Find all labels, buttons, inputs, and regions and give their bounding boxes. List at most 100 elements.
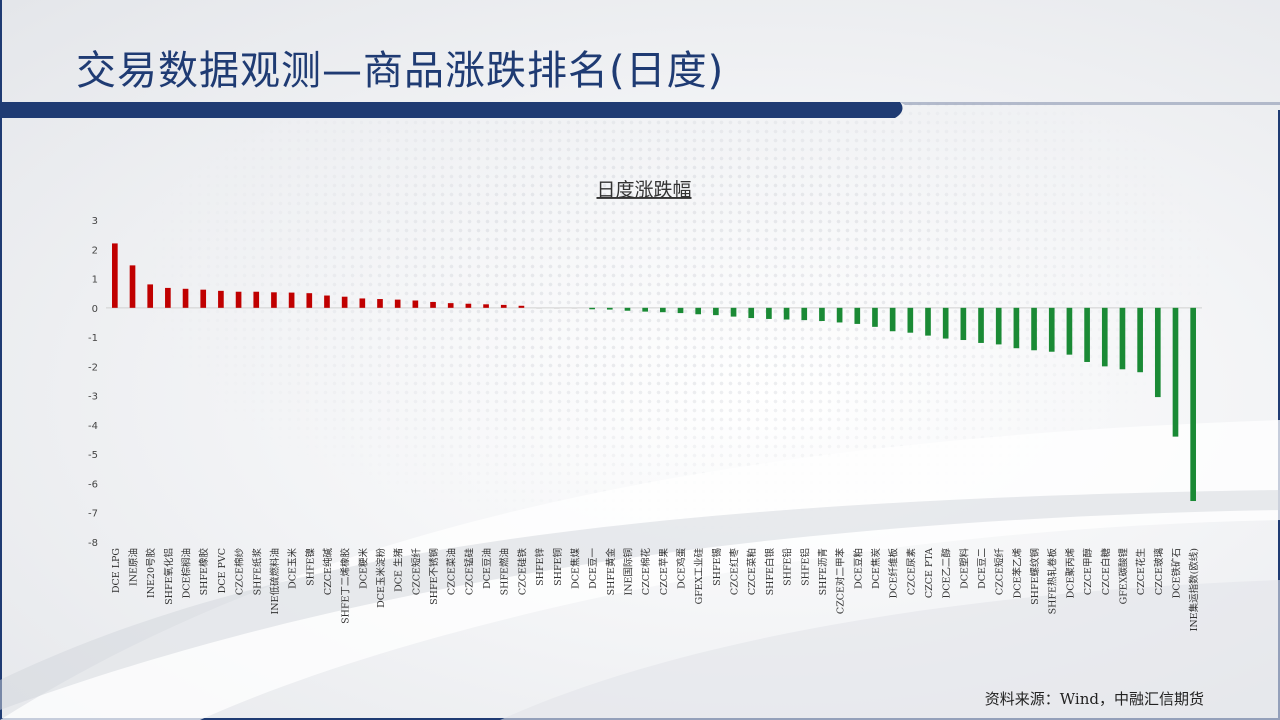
x-tick-label: SHFE锌 bbox=[534, 548, 546, 586]
x-tick-label: SHFE不锈钢 bbox=[428, 548, 440, 605]
bar bbox=[112, 243, 118, 308]
bar bbox=[447, 303, 454, 308]
source-note: 资料来源：Wind，中融汇信期货 bbox=[984, 690, 1204, 708]
bar bbox=[1137, 307, 1143, 373]
x-tick-label: INE原油 bbox=[128, 548, 140, 586]
y-tick-label: -1 bbox=[88, 333, 98, 344]
slide-frame-left bbox=[0, 0, 2, 720]
x-tick-label: CZCE花生 bbox=[1135, 548, 1147, 596]
x-tick-label: SHFE橡胶 bbox=[198, 548, 210, 596]
x-tick-label: DCE纤维板 bbox=[888, 548, 900, 599]
page-title: 交易数据观测—商品涨跌排名(日度) bbox=[76, 48, 725, 94]
x-tick-label: DCE 生猪 bbox=[393, 548, 405, 592]
y-axis: 3 2 1 0 -1 -2 -3 -4 -5 -6 -7 -8 bbox=[88, 216, 1202, 549]
bar bbox=[695, 307, 702, 315]
bar bbox=[819, 307, 825, 321]
y-tick-label: -5 bbox=[88, 450, 98, 461]
x-tick-label: DCE铁矿石 bbox=[1170, 548, 1182, 598]
bar bbox=[377, 299, 383, 308]
bar bbox=[129, 265, 136, 308]
x-tick-label: DCE鸡蛋 bbox=[676, 548, 688, 589]
bar bbox=[430, 301, 436, 308]
x-tick-label: INE低硫燃料油 bbox=[269, 548, 281, 615]
bar bbox=[518, 305, 525, 308]
bar bbox=[783, 307, 790, 320]
decorative-swoosh bbox=[0, 420, 1280, 720]
x-tick-label: SHFE白银 bbox=[764, 548, 776, 596]
bar bbox=[925, 307, 931, 336]
x-tick-label: INE国际铜 bbox=[622, 548, 634, 596]
y-tick-label: 0 bbox=[92, 304, 98, 315]
bar bbox=[889, 307, 896, 332]
bar bbox=[748, 307, 755, 319]
bar bbox=[182, 288, 189, 308]
bar bbox=[1084, 307, 1090, 362]
bar bbox=[288, 292, 295, 308]
bars bbox=[112, 243, 1196, 502]
x-tick-label: DCE乙二醇 bbox=[941, 548, 953, 599]
bar bbox=[907, 307, 914, 333]
y-tick-label: -7 bbox=[88, 509, 98, 520]
bar bbox=[978, 307, 984, 343]
bar bbox=[589, 307, 595, 310]
bar bbox=[995, 307, 1002, 345]
x-tick-label: DCE焦炭 bbox=[870, 548, 882, 589]
bar bbox=[1031, 307, 1037, 351]
x-tick-label: DCE粳米 bbox=[357, 548, 369, 589]
x-tick-label: DCE豆一 bbox=[588, 548, 599, 589]
x-tick-label: SHFE燃油 bbox=[499, 548, 511, 595]
x-tick-label: SHFE丁二烯橡胶 bbox=[340, 548, 352, 624]
x-tick-label: DCE玉米淀粉 bbox=[375, 548, 387, 608]
x-tick-label: SHFE铅 bbox=[782, 548, 794, 586]
x-tick-label: CZCE菜油 bbox=[446, 548, 458, 595]
bar bbox=[235, 291, 242, 308]
x-tick-label: SHFE氧化铝 bbox=[163, 548, 175, 605]
x-tick-label: GFEX工业硅 bbox=[693, 548, 705, 605]
bar bbox=[1154, 307, 1161, 398]
x-tick-label: DCE塑料 bbox=[958, 548, 970, 589]
bar bbox=[677, 307, 684, 314]
x-tick-label: CZCE PTA bbox=[924, 548, 935, 598]
bar bbox=[1119, 307, 1126, 370]
bar bbox=[553, 307, 560, 309]
bar bbox=[147, 284, 154, 308]
bar bbox=[660, 307, 666, 313]
y-tick-label: -4 bbox=[88, 421, 98, 432]
bar bbox=[766, 307, 772, 319]
x-tick-label: SHFE锡 bbox=[711, 548, 723, 586]
bar bbox=[624, 307, 631, 311]
x-tick-label: CZCE纯碱 bbox=[322, 548, 334, 596]
bar bbox=[730, 307, 737, 317]
bar bbox=[253, 291, 260, 308]
y-tick-label: -8 bbox=[88, 538, 98, 549]
x-tick-label: DCE玉米 bbox=[287, 548, 299, 589]
bar bbox=[500, 304, 507, 308]
x-tick-label: CZCE锰硅 bbox=[463, 548, 475, 596]
x-tick-label: DCE焦煤 bbox=[569, 548, 581, 589]
x-tick-label: DCE豆二 bbox=[977, 548, 988, 589]
x-tick-label: GFEX碳酸锂 bbox=[1117, 548, 1129, 605]
bar bbox=[536, 307, 542, 309]
bar bbox=[606, 307, 613, 310]
x-tick-label: CZCE尿素 bbox=[905, 548, 917, 596]
x-tick-label: DCE LPG bbox=[111, 548, 122, 593]
x-tick-label: DCE棕榈油 bbox=[181, 548, 193, 598]
bar bbox=[713, 307, 719, 316]
bar bbox=[872, 307, 878, 327]
bar bbox=[306, 293, 313, 308]
x-tick-label: INE20号胶 bbox=[145, 548, 157, 599]
x-tick-label: CZCE短纤 bbox=[410, 548, 422, 596]
bar bbox=[324, 295, 330, 308]
x-tick-label: CZCE玻璃 bbox=[1153, 548, 1165, 595]
y-tick-label: -3 bbox=[88, 392, 98, 403]
bar bbox=[642, 307, 648, 312]
bar bbox=[483, 304, 489, 308]
bar bbox=[165, 287, 171, 308]
bar bbox=[341, 296, 348, 308]
x-tick-label: DCE豆粕 bbox=[852, 548, 864, 589]
bar bbox=[465, 303, 472, 308]
y-tick-label: -2 bbox=[88, 362, 98, 373]
bar bbox=[1190, 307, 1196, 502]
bar bbox=[1066, 307, 1073, 355]
